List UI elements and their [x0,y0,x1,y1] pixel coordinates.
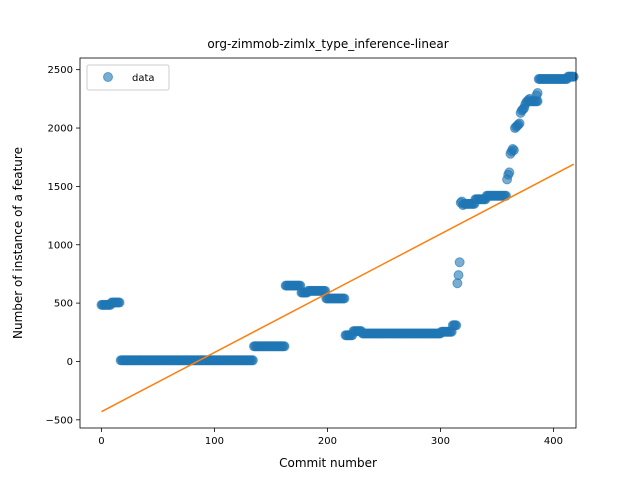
data-point [115,298,124,307]
data-point [453,279,462,288]
x-tick-label: 300 [431,436,450,447]
y-tick-label: −500 [46,415,73,426]
x-axis-label: Commit number [279,456,377,470]
data-point [515,119,524,128]
x-tick-label: 0 [98,436,104,447]
data-point [452,321,461,330]
data-point [509,146,518,155]
data-point [248,356,257,365]
y-tick-label: 500 [54,299,73,310]
data-point [569,72,578,81]
data-point [533,89,542,98]
data-point [340,294,349,303]
data-point [505,168,514,177]
chart-title: org-zimmob-zimlx_type_inference-linear [207,37,448,51]
axes-frame [80,58,576,428]
x-tick-label: 100 [205,436,224,447]
y-tick-label: 2000 [48,124,73,135]
data-point [459,201,468,210]
y-tick-label: 0 [67,357,73,368]
fit-line [101,164,573,411]
y-tick-label: 1000 [48,240,73,251]
y-tick-label: 2500 [48,65,73,76]
x-tick-label: 200 [318,436,337,447]
x-axis-ticks: 0 100 200 300 400 [98,428,563,447]
x-tick-label: 400 [544,436,563,447]
legend-marker-data [104,73,113,82]
scatter-points [97,72,578,365]
data-point [454,271,463,280]
y-axis-ticks: −500 0 500 1000 1500 2000 2500 [46,65,80,426]
y-tick-label: 1500 [48,182,73,193]
fit-line-layer [101,164,573,411]
data-point [280,342,289,351]
y-axis-label: Number of instance of a feature [11,147,25,339]
legend-box [87,65,169,90]
legend: data [87,65,169,90]
data-point [455,258,464,267]
legend-label-data: data [132,73,155,84]
